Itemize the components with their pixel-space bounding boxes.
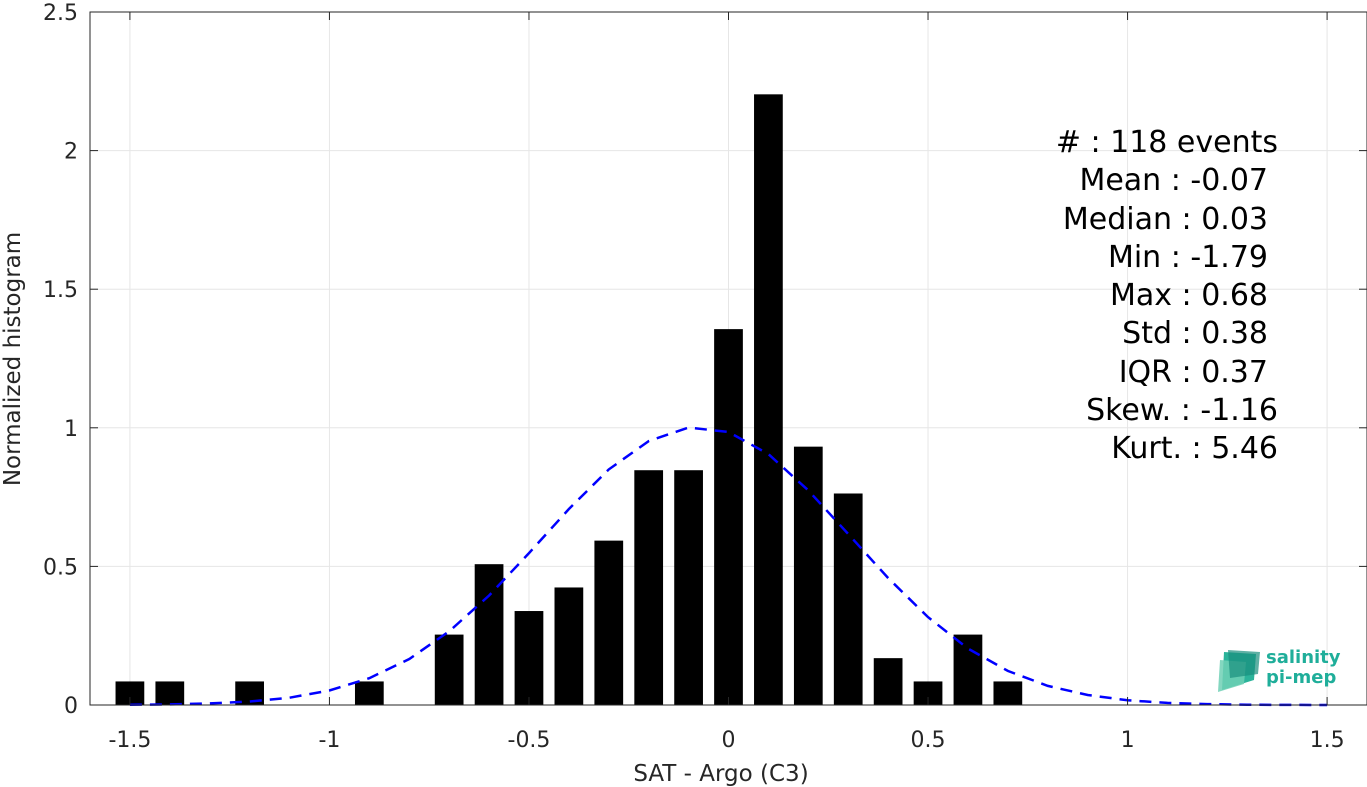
salinity-pimep-logo: salinity pi-mep (1216, 646, 1346, 696)
stat-min: Min : -1.79 (1107, 239, 1268, 275)
stat-kurt: Kurt. : 5.46 (1111, 431, 1278, 467)
logo-line1: salinity (1266, 647, 1341, 668)
logo-line2: pi-mep (1266, 667, 1337, 688)
stat-std: Std : 0.38 (1122, 316, 1268, 352)
y-tick-label: 0.5 (43, 555, 78, 580)
x-axis-label: SAT - Argo (C3) (633, 761, 808, 787)
stat-max: Max : 0.68 (1110, 278, 1268, 314)
histogram-bar (155, 681, 185, 705)
histogram-bar (953, 634, 983, 705)
histogram-bar (434, 634, 464, 705)
stat-iqr: IQR : 0.37 (1118, 354, 1268, 390)
x-tick-label: 1 (1121, 728, 1135, 753)
salinity-logo-icon (1218, 650, 1260, 692)
histogram-bar (754, 94, 783, 706)
x-tick-label: -0.5 (508, 728, 551, 753)
histogram-bar (674, 470, 703, 705)
stat-count: # : 118 events (1055, 125, 1278, 160)
x-tick-label: -1.5 (108, 728, 151, 753)
histogram-bar (514, 611, 544, 705)
histogram-bar (594, 540, 624, 705)
histogram-bar (913, 681, 943, 705)
y-tick-label: 1 (64, 417, 78, 442)
y-axis-label: Normalized histogram (0, 232, 26, 486)
histogram-bar (554, 587, 584, 705)
ticks: -1.5 -1 -0.5 0 0.5 1 1.5 0 0.5 1 1.5 2 2.5 (43, 1, 1367, 753)
x-tick-label: 0.5 (911, 728, 946, 753)
bars (115, 94, 1023, 706)
y-tick-label: 2.5 (43, 1, 78, 26)
histogram-bar (474, 564, 504, 705)
stat-mean: Mean : -0.07 (1079, 163, 1268, 199)
stat-skew: Skew. : -1.16 (1086, 393, 1278, 429)
histogram-bar (873, 658, 903, 705)
histogram-bar (115, 681, 145, 705)
histogram-bar (235, 681, 264, 705)
y-tick-label: 2 (64, 140, 78, 165)
histogram-bar (634, 470, 664, 705)
histogram-bar (993, 681, 1023, 705)
x-tick-label: -1 (318, 728, 340, 753)
x-tick-label: 0 (722, 728, 736, 753)
histogram-bar (793, 446, 823, 705)
histogram-bar (714, 329, 743, 705)
histogram-bar (354, 681, 384, 705)
y-tick-label: 0 (64, 694, 78, 719)
statistics-box: # : 118 events Mean : -0.07 Median : 0.0… (1000, 124, 1278, 469)
stat-median: Median : 0.03 (1062, 201, 1268, 237)
y-tick-label: 1.5 (43, 278, 78, 303)
histogram-bar (833, 493, 863, 705)
x-tick-label: 1.5 (1310, 728, 1345, 753)
